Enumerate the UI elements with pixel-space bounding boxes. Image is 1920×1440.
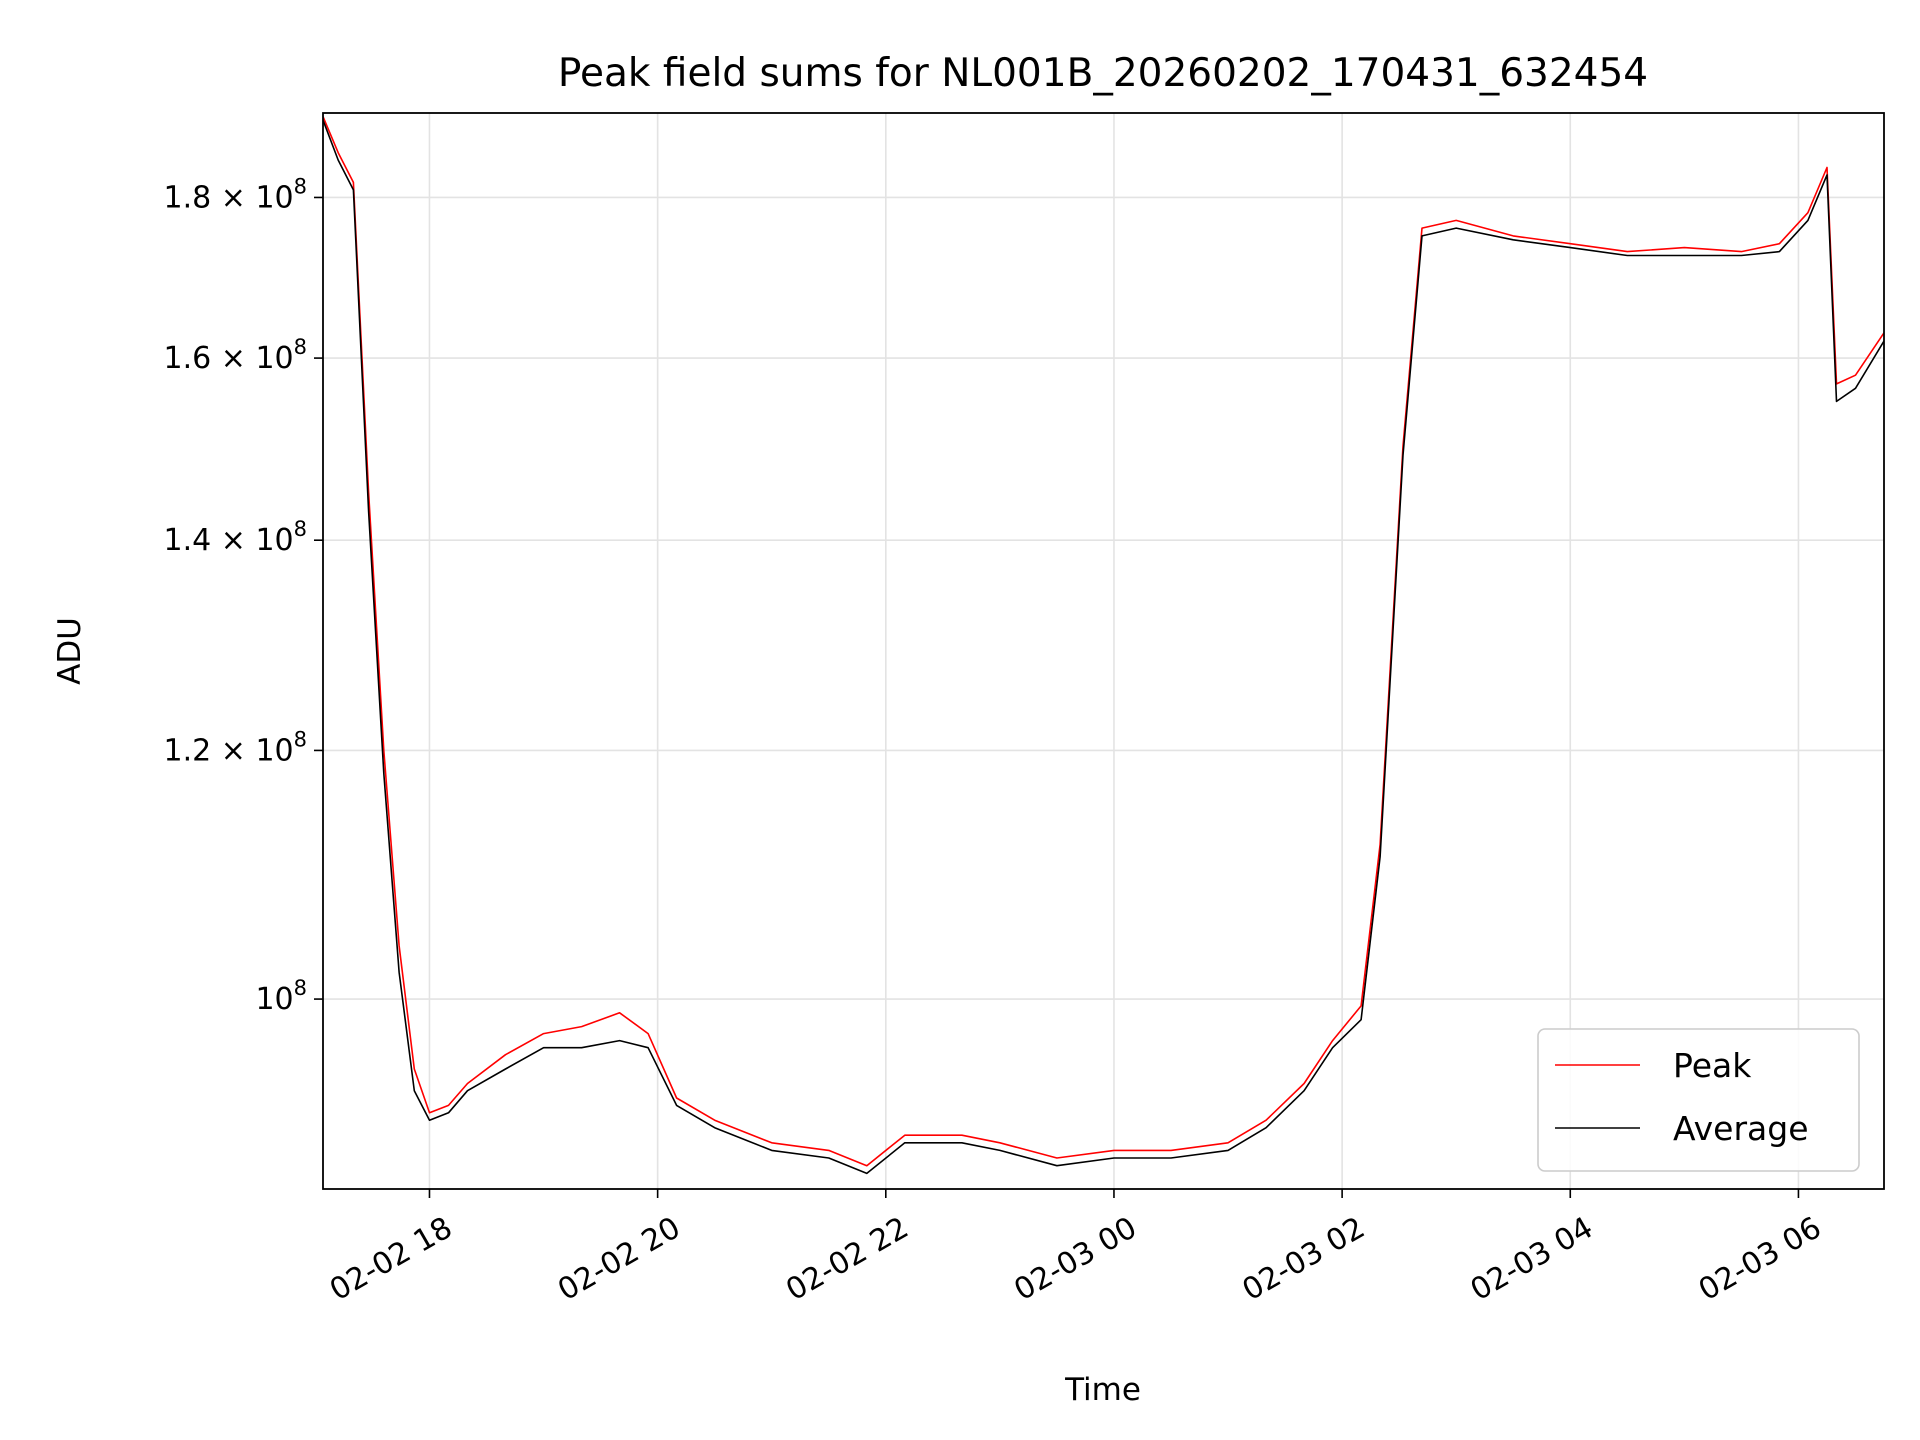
y-tick-label: 1.8 × 108 [164,174,307,215]
y-tick-label: 1.2 × 108 [164,727,307,768]
y-axis-label: ADU [52,617,88,685]
legend-label-average: Average [1673,1109,1809,1148]
series-line-average [323,119,1884,1175]
x-axis-label: Time [1064,1372,1141,1408]
legend: Peak Average [1537,1028,1860,1172]
y-tick-label: 1.4 × 108 [164,517,307,558]
y-tick-label: 108 [255,976,307,1017]
series-lines [323,116,1884,1175]
series-line-peak [323,116,1884,1167]
chart-title: Peak field sums for NL001B_20260202_1704… [558,51,1648,96]
plot-frame [322,112,1885,1190]
y-tick-label: 1.6 × 108 [164,335,307,376]
legend-label-peak: Peak [1673,1046,1752,1085]
y-axis-ticks: 108 1.2 × 108 1.4 × 108 1.6 × 108 1.8 × 108 [164,174,323,1017]
grid [323,113,1884,1189]
